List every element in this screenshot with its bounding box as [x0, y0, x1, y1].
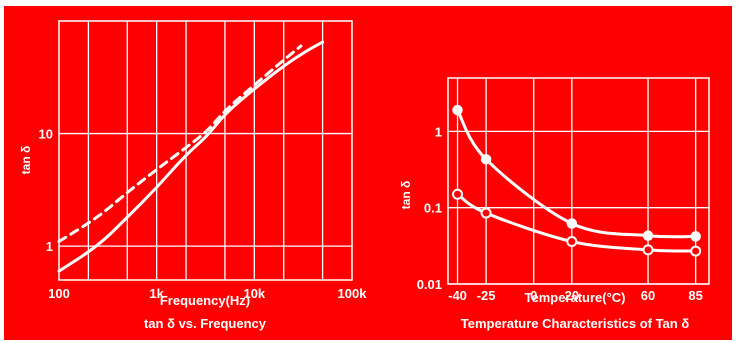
- temperature-chart: -40 -25 0 20 60 85 0.01 0.1 1 tan δ Temperature(…: [399, 77, 710, 331]
- temperature-chart-x-tick-label: -40: [448, 288, 467, 303]
- frequency-chart-x-tick-label: 1k: [149, 286, 164, 301]
- frequency-chart-x-axis-label: Frequency(Hz): [160, 293, 250, 308]
- frequency-chart-x-tick-label: 10k: [243, 286, 265, 301]
- temperature-chart-x-tick-label: 60: [641, 288, 655, 303]
- temperature-chart-y-tick-label: 1: [435, 124, 442, 139]
- temperature-chart-grid: [447, 77, 710, 285]
- temperature-chart-x-tick-label: 20: [565, 288, 579, 303]
- temperature-chart-filled-marker: [690, 231, 701, 242]
- frequency-chart-y-tick-label: 1: [46, 239, 53, 254]
- frequency-chart-y-tick-label: 10: [39, 127, 53, 142]
- temperature-chart-x-tick-label: 0: [530, 288, 537, 303]
- temperature-chart-open-marker: [452, 188, 464, 200]
- temperature-chart-filled-marker: [642, 230, 654, 241]
- temperature-chart-open-marker: [690, 245, 702, 257]
- temperature-chart-filled-series-line: [456, 109, 696, 239]
- temperature-chart-open-marker: [642, 244, 654, 256]
- temperature-chart-filled-marker: [480, 154, 492, 165]
- temperature-chart-ticks: -40 -25 0 20 60 85 0.01 0.1 1: [417, 124, 703, 303]
- frequency-chart-ticks: 100 1k 10k 100k 1 10: [39, 127, 368, 301]
- temperature-chart-filled-marker: [452, 104, 463, 116]
- temperature-chart-frame: [447, 77, 710, 285]
- frequency-chart-title: tan δ vs. Frequency: [144, 316, 267, 331]
- temperature-chart-y-tick-label: 0.01: [417, 277, 442, 292]
- frequency-chart: 100 1k 10k 100k 1 10 tan δ Frequency(Hz) tan …: [19, 20, 368, 331]
- temperature-chart-series: [452, 104, 702, 257]
- temperature-chart-open-marker: [566, 236, 578, 248]
- temperature-chart-y-tick-label: 0.1: [424, 201, 442, 216]
- frequency-chart-x-tick-label: 100: [48, 286, 70, 301]
- frequency-chart-y-axis-label: tan δ: [19, 146, 33, 175]
- temperature-chart-x-axis-label: Temperature(°C): [524, 290, 625, 305]
- temperature-chart-title: Temperature Characteristics of Tan δ: [461, 316, 690, 331]
- frequency-chart-x-tick-label: 100k: [338, 286, 368, 301]
- temperature-chart-x-tick-label: 85: [688, 288, 702, 303]
- temperature-chart-y-axis-label: tan δ: [399, 181, 413, 210]
- frequency-chart-solid-series-line: [57, 40, 325, 273]
- temperature-chart-x-tick-label: -25: [477, 288, 496, 303]
- frequency-chart-dashed-series-line: [57, 44, 303, 243]
- frequency-chart-frame: [58, 20, 353, 281]
- frequency-chart-series: [57, 40, 325, 273]
- temperature-chart-filled-marker: [566, 218, 578, 229]
- temperature-chart-open-marker: [480, 207, 492, 219]
